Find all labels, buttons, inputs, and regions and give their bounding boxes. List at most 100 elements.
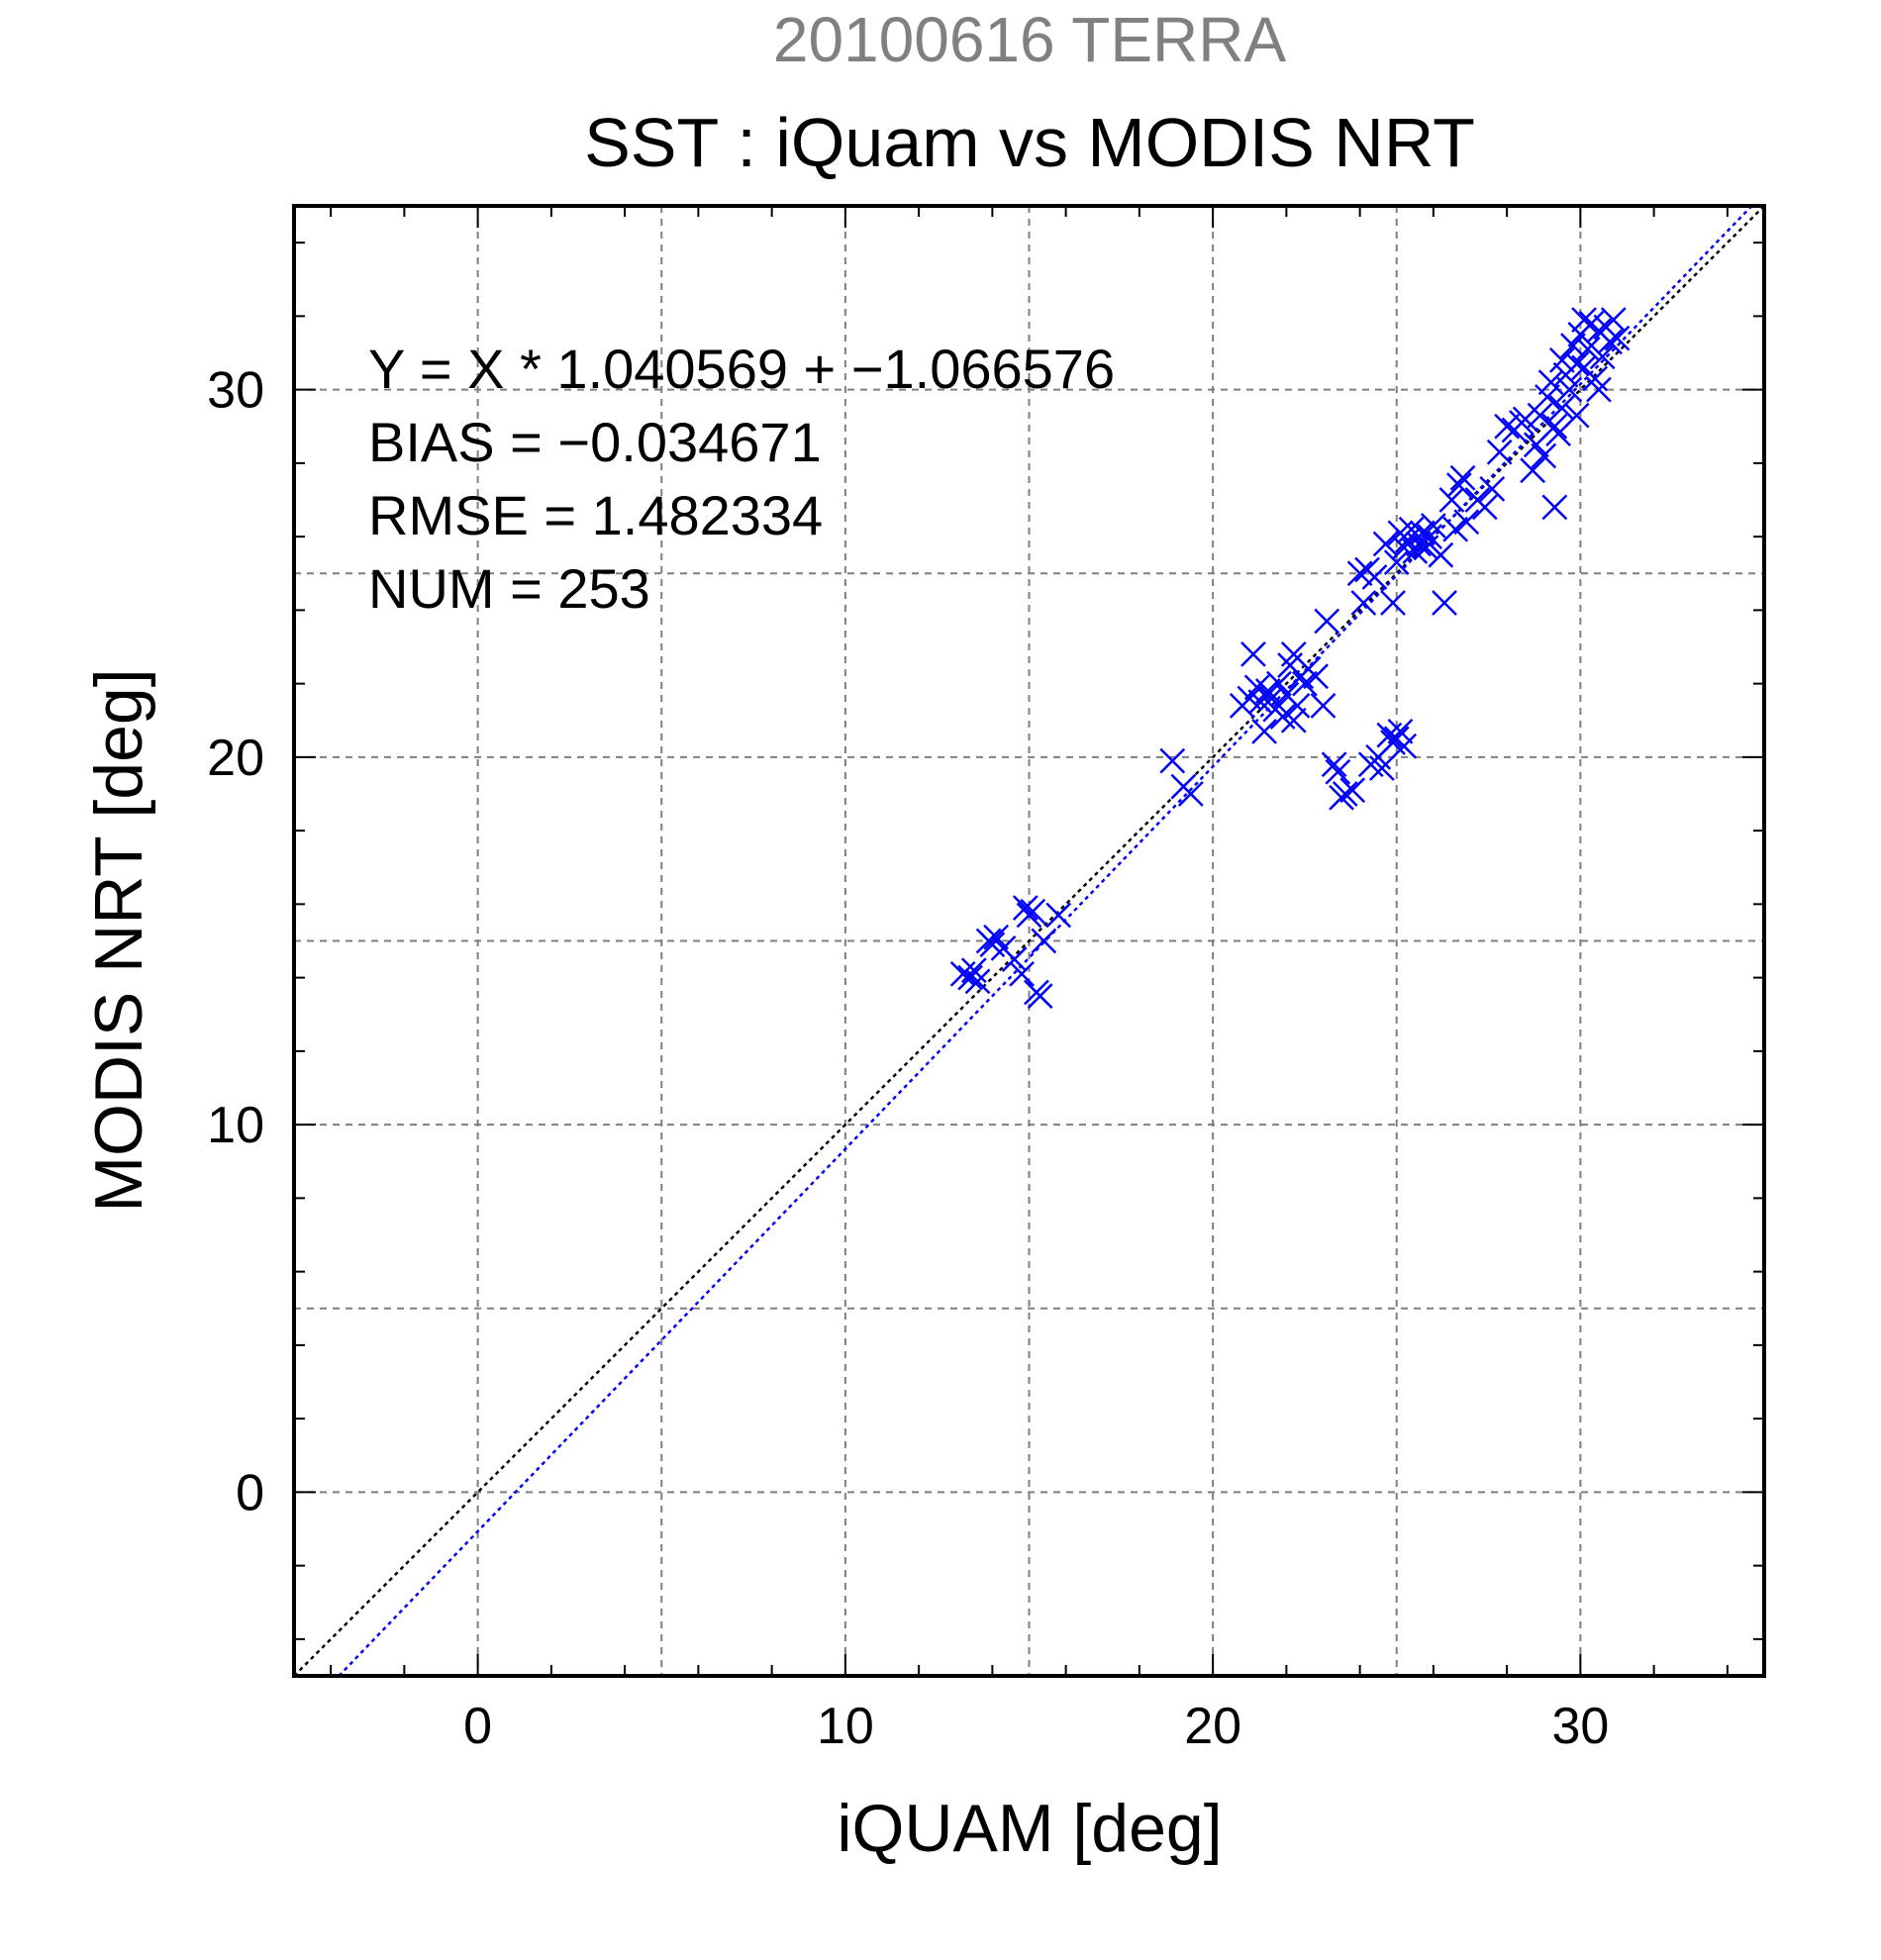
- data-point-stroke: [983, 924, 1009, 950]
- data-point-stroke: [960, 957, 987, 984]
- data-point-stroke: [1020, 898, 1046, 925]
- y-tick-label: 30: [207, 362, 264, 420]
- data-point-stroke: [1548, 395, 1575, 422]
- data-point: [1571, 307, 1597, 333]
- data-point-stroke: [964, 968, 991, 995]
- data-point-stroke: [1445, 472, 1472, 499]
- data-point: [1409, 520, 1436, 546]
- data-point-stroke: [1586, 376, 1612, 403]
- data-point-stroke: [1383, 549, 1410, 575]
- data-point: [1325, 758, 1351, 785]
- data-point: [1589, 343, 1616, 370]
- data-point: [1471, 494, 1498, 521]
- data-point-stroke: [1442, 516, 1469, 542]
- data-point: [1321, 751, 1347, 778]
- data-point-stroke: [1321, 751, 1347, 778]
- data-point-stroke: [1240, 641, 1266, 667]
- x-axis-label: iQUAM [deg]: [837, 1791, 1222, 1866]
- data-point-stroke: [1292, 670, 1318, 697]
- data-point-stroke: [1597, 329, 1623, 355]
- stats-regression: Y = X * 1.040569 + −1.066576: [368, 338, 1115, 400]
- data-point-stroke: [1310, 693, 1336, 719]
- data-point-stroke: [1325, 758, 1351, 785]
- data-point: [1563, 402, 1590, 429]
- data-point-stroke: [1350, 590, 1377, 616]
- y-tick-label: 20: [207, 730, 264, 787]
- x-tick-label: 30: [1551, 1698, 1609, 1755]
- data-point: [1479, 475, 1506, 502]
- data-point-stroke: [1380, 590, 1406, 616]
- data-point-stroke: [1471, 494, 1498, 521]
- data-point-stroke: [1604, 325, 1631, 351]
- data-point-stroke: [1398, 516, 1425, 542]
- data-point: [1001, 946, 1028, 972]
- tick-labels: 0 10 20 30 0 10 20 30: [207, 362, 1609, 1755]
- data-point: [1027, 983, 1053, 1010]
- data-point: [1574, 336, 1601, 362]
- data-point-stroke: [1391, 733, 1418, 759]
- data-point-stroke: [1428, 541, 1454, 568]
- data-point: [1292, 670, 1318, 697]
- data-point: [1442, 516, 1469, 542]
- data-point: [1597, 329, 1623, 355]
- data-point-stroke: [1479, 475, 1506, 502]
- data-point: [1332, 781, 1358, 807]
- data-point: [1346, 560, 1373, 587]
- data-point: [1177, 781, 1204, 807]
- data-point: [1537, 369, 1564, 396]
- data-point-stroke: [1571, 307, 1597, 333]
- data-point-stroke: [1045, 902, 1072, 929]
- data-point: [1380, 590, 1406, 616]
- data-point-stroke: [1409, 520, 1436, 546]
- data-point-stroke: [1303, 663, 1329, 690]
- data-point-stroke: [1512, 406, 1538, 433]
- data-point: [1251, 719, 1277, 744]
- data-point: [1314, 608, 1340, 635]
- data-point-stroke: [1391, 535, 1418, 561]
- data-point-stroke: [1432, 590, 1457, 616]
- data-point-stroke: [1420, 513, 1446, 539]
- data-point: [1012, 895, 1039, 921]
- data-point: [1453, 509, 1480, 536]
- data-point-stroke: [1361, 564, 1388, 590]
- data-point: [1420, 513, 1446, 539]
- plot-frame: [292, 204, 1766, 1678]
- data-point: [1432, 590, 1457, 616]
- data-point: [1486, 439, 1513, 465]
- data-point-stroke: [1001, 946, 1028, 972]
- data-point: [1020, 898, 1046, 925]
- x-tick-label: 0: [463, 1698, 492, 1755]
- stats-rmse: RMSE = 1.482334: [368, 484, 823, 546]
- x-tick-label: 20: [1184, 1698, 1241, 1755]
- data-point-stroke: [1531, 442, 1557, 469]
- data-point: [1512, 406, 1538, 433]
- data-point-stroke: [1237, 685, 1263, 712]
- data-point-stroke: [957, 964, 983, 991]
- data-point: [1541, 494, 1568, 521]
- data-point-stroke: [1486, 439, 1513, 465]
- data-point: [1009, 961, 1035, 987]
- data-point-stroke: [1369, 755, 1395, 781]
- data-point-stroke: [1346, 560, 1373, 587]
- data-point-stroke: [1031, 928, 1057, 954]
- data-point-stroke: [1541, 413, 1568, 440]
- data-point-stroke: [1258, 685, 1285, 712]
- data-point-stroke: [1574, 336, 1601, 362]
- data-point: [1303, 663, 1329, 690]
- data-point-stroke: [1563, 350, 1590, 377]
- data-point-stroke: [1548, 347, 1575, 373]
- data-point: [1240, 641, 1266, 667]
- data-point-stroke: [1012, 895, 1039, 921]
- data-point: [1449, 464, 1476, 491]
- chart-suptitle: 20100616 TERRA: [773, 4, 1287, 75]
- data-point: [1494, 413, 1521, 440]
- data-point: [1391, 733, 1418, 759]
- data-point: [1586, 376, 1612, 403]
- data-point: [1531, 442, 1557, 469]
- data-point-stroke: [1266, 670, 1292, 697]
- data-point-stroke: [1494, 413, 1521, 440]
- data-point-stroke: [1438, 487, 1465, 513]
- data-point: [964, 968, 991, 995]
- data-point-stroke: [1541, 494, 1568, 521]
